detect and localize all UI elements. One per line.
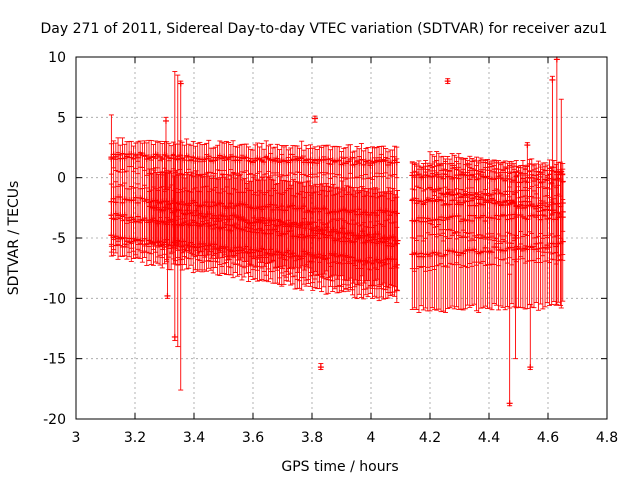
data-point <box>157 172 164 247</box>
data-point <box>112 219 119 254</box>
data-point <box>270 179 277 262</box>
data-point <box>197 174 204 253</box>
data-point <box>171 175 178 247</box>
data-point <box>317 184 324 275</box>
data-point <box>274 218 281 284</box>
data-point <box>210 175 217 256</box>
data-point <box>288 184 295 268</box>
data-point <box>338 218 345 292</box>
data-point <box>160 171 167 251</box>
data-point <box>227 225 234 276</box>
data-point <box>359 186 366 277</box>
data-point <box>356 225 363 295</box>
data-point <box>255 180 262 260</box>
data-point <box>168 172 175 253</box>
data-point <box>221 222 228 274</box>
data-point <box>153 172 160 244</box>
data-point <box>356 190 363 281</box>
data-point <box>130 218 137 259</box>
data-point <box>121 219 128 257</box>
x-axis-title: GPS time / hours <box>281 459 398 475</box>
data-point <box>323 223 330 295</box>
data-series <box>108 56 566 407</box>
data-point <box>134 221 141 258</box>
data-point <box>339 180 346 277</box>
data-point <box>221 176 228 256</box>
data-point <box>341 187 348 281</box>
data-point <box>367 221 374 294</box>
data-point <box>394 190 401 292</box>
data-point <box>256 221 263 281</box>
data-point <box>188 171 195 254</box>
y-axis-title: SDTVAR / TECUs <box>6 181 22 296</box>
data-point <box>210 224 217 274</box>
data-point <box>300 218 307 285</box>
data-point <box>139 219 146 263</box>
data-point <box>281 179 288 267</box>
data-point <box>199 221 206 273</box>
data-point <box>312 183 319 272</box>
data-point <box>383 191 390 287</box>
data-point <box>287 222 294 286</box>
data-point <box>301 185 308 271</box>
data-point <box>239 179 246 259</box>
data-point <box>393 226 400 303</box>
data-point <box>252 178 259 267</box>
data-point <box>208 178 215 259</box>
data-point <box>236 219 243 276</box>
data-point <box>275 183 282 269</box>
chart-title: Day 271 of 2011, Sidereal Day-to-day VTE… <box>41 21 608 37</box>
